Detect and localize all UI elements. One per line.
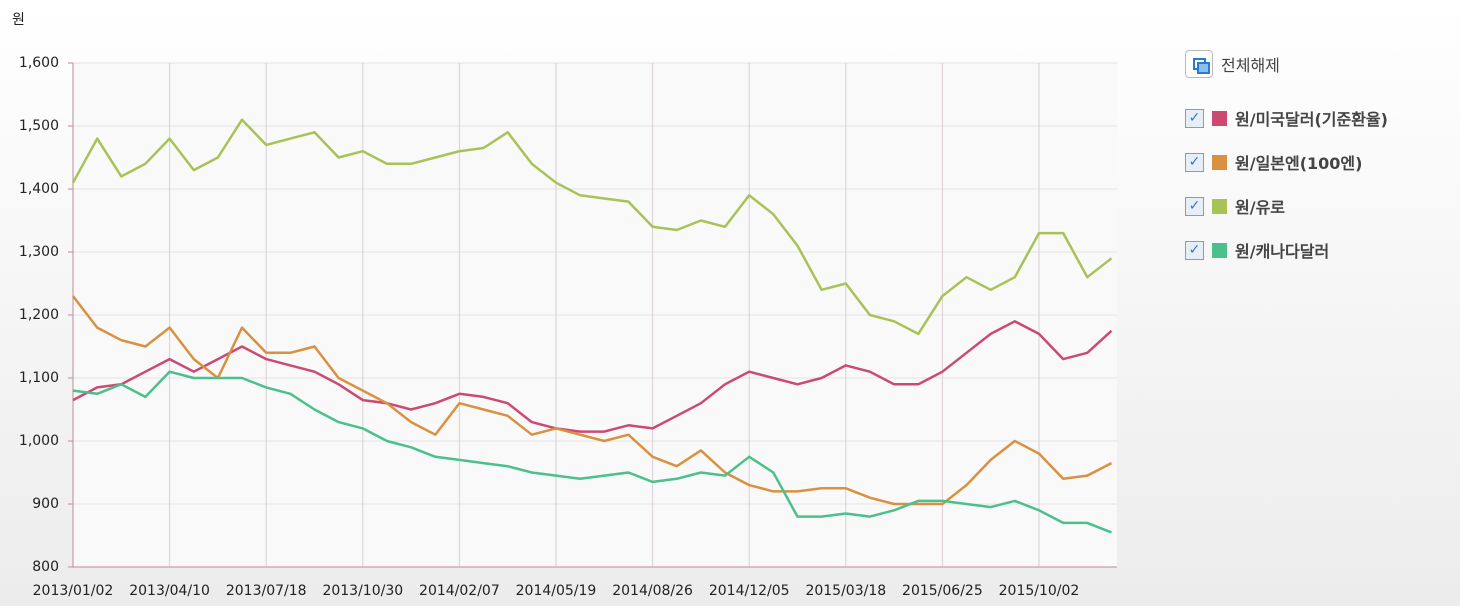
deselect-all-button[interactable]: 전체해제 xyxy=(1185,50,1388,78)
x-tick-label: 2015/03/18 xyxy=(805,583,886,599)
y-tick-label: 900 xyxy=(32,496,59,512)
x-tick-label: 2014/02/07 xyxy=(419,583,500,599)
x-tick-label: 2013/10/30 xyxy=(322,583,403,599)
y-tick-label: 1,200 xyxy=(19,307,59,323)
x-tick-label: 2014/12/05 xyxy=(709,583,790,599)
legend-item[interactable]: ✓ 원/캐나다달러 xyxy=(1185,228,1388,272)
series-line xyxy=(71,118,1113,336)
button-label: 전체해제 xyxy=(1221,56,1280,75)
legend-swatch xyxy=(1212,198,1227,214)
legend-swatch xyxy=(1212,154,1227,170)
legend-item[interactable]: ✓ 원/미국달러(기준환율) xyxy=(1185,96,1388,140)
legend-label: 원/일본엔(100엔) xyxy=(1235,154,1363,173)
checkbox[interactable]: ✓ xyxy=(1185,108,1204,128)
legend: 전체해제 ✓ 원/미국달러(기준환율) ✓ 원/일본엔(100엔) ✓ 원/유로 ✓ 원/캐나… xyxy=(1185,50,1388,272)
y-axis-label: 원 xyxy=(12,12,25,28)
y-tick-label: 1,000 xyxy=(19,433,59,449)
checkbox[interactable]: ✓ xyxy=(1185,240,1204,260)
y-tick-label: 1,100 xyxy=(19,370,59,386)
x-tick-label: 2014/08/26 xyxy=(612,583,693,599)
legend-item[interactable]: ✓ 원/유로 xyxy=(1185,184,1388,228)
y-tick-label: 1,500 xyxy=(19,118,59,134)
legend-label: 원/캐나다달러 xyxy=(1235,242,1330,261)
y-tick-label: 1,300 xyxy=(19,244,59,260)
legend-label: 원/유로 xyxy=(1235,198,1286,217)
y-tick-label: 1,600 xyxy=(19,55,59,71)
checkbox[interactable]: ✓ xyxy=(1185,196,1204,216)
x-tick-label: 2013/01/02 xyxy=(33,583,114,599)
x-tick-label: 2013/07/18 xyxy=(226,583,307,599)
button-icon xyxy=(1185,50,1213,78)
legend-swatch xyxy=(1212,110,1227,126)
x-tick-label: 2013/04/10 xyxy=(129,583,210,599)
legend-label: 원/미국달러(기준환율) xyxy=(1235,110,1388,129)
x-tick-label: 2015/06/25 xyxy=(902,583,983,599)
legend-swatch xyxy=(1212,242,1227,258)
series-line xyxy=(72,295,1113,506)
checkbox[interactable]: ✓ xyxy=(1185,152,1204,172)
x-tick-label: 2014/05/19 xyxy=(516,583,597,599)
legend-item[interactable]: ✓ 원/일본엔(100엔) xyxy=(1185,140,1388,184)
series-line xyxy=(72,370,1112,534)
y-tick-label: 1,400 xyxy=(19,181,59,197)
y-tick-label: 800 xyxy=(32,559,59,575)
series-line xyxy=(72,320,1113,433)
x-tick-label: 2015/10/02 xyxy=(999,583,1080,599)
